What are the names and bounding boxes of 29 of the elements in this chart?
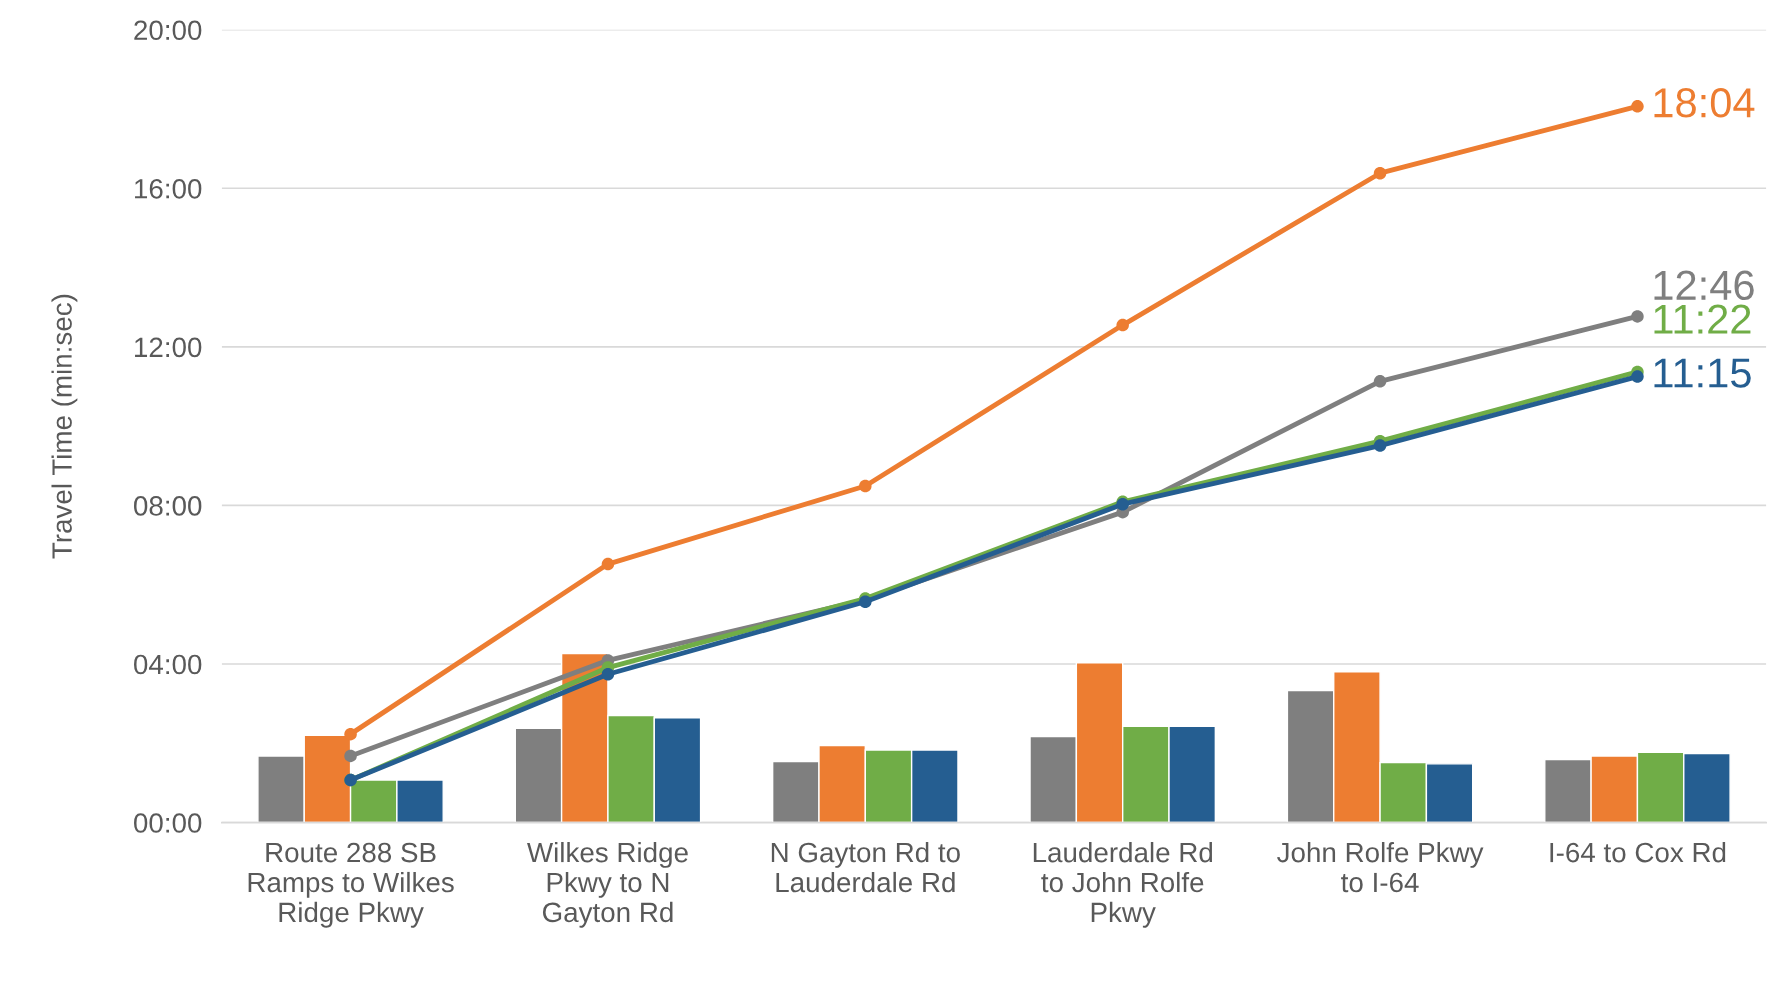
data-label: 12:46 (1654, 270, 1754, 301)
y-axis-title: Travel Time (min:sec) (51, 294, 78, 559)
x-tick-label: Lauderdale Rd to John Rolfe Pkwy (1033, 841, 1213, 928)
point (1373, 375, 1387, 388)
point (344, 727, 357, 741)
point (601, 668, 615, 681)
point (1373, 439, 1387, 452)
point (601, 557, 615, 571)
point (1631, 370, 1644, 383)
y-tick-label: 00:00 (134, 813, 202, 833)
y-tick-label: 16:00 (135, 178, 202, 199)
point (1631, 100, 1644, 113)
point (1373, 166, 1387, 180)
x-tick-label: Wilkes Ridge Pkwy to N Gayton Rd (527, 841, 688, 928)
x-tick-label: N Gayton Rd to Lauderdale Rd (771, 841, 960, 893)
x-tick-label: Route 288 SB Ramps to Wilkes Ridge Pkwy (248, 842, 454, 928)
y-tick-label: 08:00 (134, 496, 202, 516)
data-label: 11:15 (1654, 358, 1751, 388)
y-tick-label: 12:00 (135, 337, 202, 358)
point (859, 479, 872, 493)
y-tick-label: 04:00 (134, 654, 202, 675)
y-tick-label: 20:00 (134, 20, 202, 41)
x-tick-label: I-64 to Cox Rd (1550, 841, 1726, 863)
point (1631, 310, 1644, 323)
data-label: 18:04 (1654, 88, 1755, 118)
data-label: 11:22 (1654, 304, 1751, 334)
point (1116, 318, 1129, 332)
point (344, 749, 357, 763)
x-tick-label: John Rolfe Pkwy to I-64 (1277, 841, 1484, 893)
